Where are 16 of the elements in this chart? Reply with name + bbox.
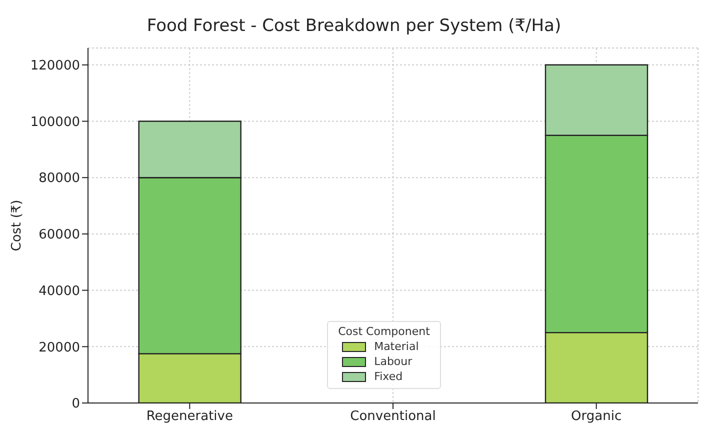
y-tick-label: 60000 — [38, 228, 80, 243]
y-axis-title: Cost (₹) — [10, 200, 25, 252]
legend-label: Fixed — [374, 370, 403, 383]
legend-title: Cost Component — [338, 325, 430, 338]
x-tick-label: Organic — [571, 409, 622, 424]
x-tick-label: Regenerative — [146, 409, 233, 424]
y-tick-label: 100000 — [30, 114, 80, 130]
y-tick-label: 0 — [72, 396, 80, 412]
x-tick-label: Conventional — [350, 409, 436, 424]
legend-label: Material — [374, 340, 419, 353]
legend-label: Labour — [374, 355, 412, 368]
y-tick-label: 20000 — [38, 340, 80, 356]
y-tick-label: 40000 — [38, 284, 80, 299]
chart-title: Food Forest - Cost Breakdown per System (₹/Ha) — [146, 15, 562, 38]
y-tick-label: 80000 — [38, 171, 80, 186]
y-tick-label: 120000 — [30, 58, 80, 74]
